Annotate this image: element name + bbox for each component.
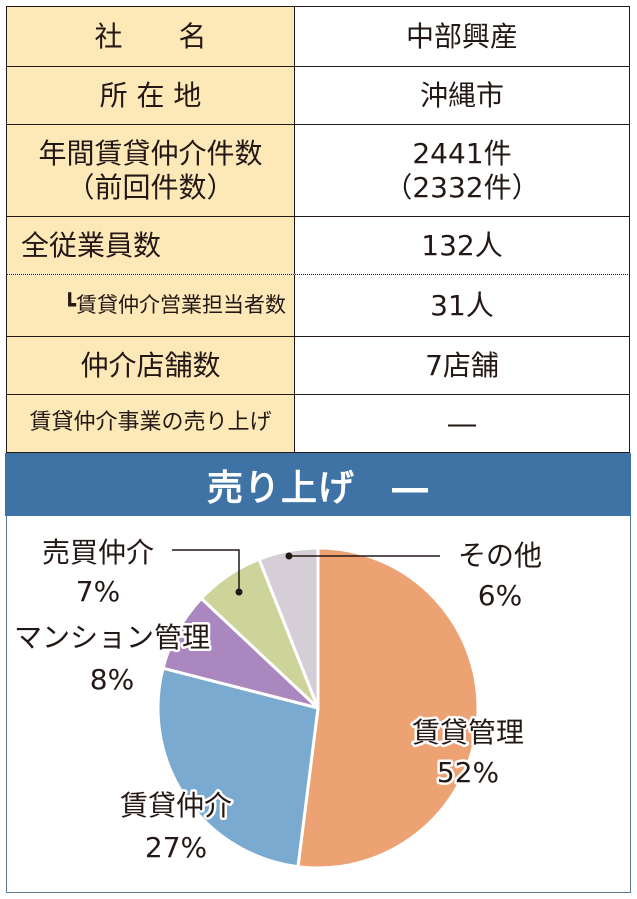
label-total-employees: 全従業員数	[7, 217, 295, 274]
slice-other	[257, 546, 320, 709]
label-sales-brokerage-name: 売買仲介	[42, 536, 154, 569]
label-rental-brokerage-pct: 27%	[145, 831, 207, 864]
value-store-count: 7店舗	[295, 337, 629, 394]
label-other-pct: 6%	[478, 579, 522, 612]
label-annual-brokerage-line1: 年間賃貸仲介件数	[38, 136, 263, 170]
value-annual-brokerage-line2: （2332件）	[384, 170, 540, 204]
sales-banner: 売り上げ ―	[5, 453, 631, 516]
label-rental-brokerage-name: 賃貸仲介	[120, 789, 232, 822]
label-other-name: その他	[458, 539, 542, 572]
label-location: 所 在 地	[7, 67, 295, 124]
leader-dot-sales-brokerage	[235, 588, 243, 596]
leader-line-sales-brokerage	[172, 549, 240, 592]
sales-banner-title: 売り上げ ―	[206, 467, 429, 509]
slice-rental-brokerage	[156, 666, 320, 869]
label-sales-brokerage-pct: 7%	[76, 575, 120, 608]
row-company-name: 社 名 中部興産	[6, 6, 630, 66]
value-annual-brokerage: 2441件 （2332件）	[295, 125, 629, 216]
label-company-name: 社 名	[7, 7, 295, 66]
label-brokerage-staff: ┗賃貸仲介営業担当者数	[7, 275, 295, 336]
leader-dot-other	[285, 552, 293, 560]
pie-slices	[156, 546, 480, 870]
row-brokerage-sales: 賃貸仲介事業の売り上げ ―	[6, 394, 630, 453]
leader-lines	[172, 549, 440, 592]
label-rental-management-name: 賃貸管理	[412, 716, 524, 749]
row-brokerage-staff: ┗賃貸仲介営業担当者数 31人	[6, 274, 630, 336]
value-brokerage-staff: 31人	[295, 275, 629, 336]
value-company-name: 中部興産	[295, 7, 629, 66]
row-store-count: 仲介店舗数 7店舗	[6, 336, 630, 394]
value-annual-brokerage-line1: 2441件	[412, 136, 512, 170]
row-total-employees: 全従業員数 132人	[6, 216, 630, 274]
label-rental-management-pct: 52%	[437, 756, 499, 789]
label-store-count: 仲介店舗数	[7, 337, 295, 394]
value-total-employees: 132人	[295, 217, 629, 274]
label-annual-brokerage: 年間賃貸仲介件数 （前回件数）	[7, 125, 295, 216]
label-condo-management-pct: 8%	[90, 663, 134, 696]
label-brokerage-sales: 賃貸仲介事業の売り上げ	[7, 395, 295, 452]
label-annual-brokerage-line2: （前回件数）	[66, 170, 235, 204]
slice-rental-management	[296, 546, 480, 870]
value-location: 沖縄市	[295, 67, 629, 124]
row-location: 所 在 地 沖縄市	[6, 66, 630, 124]
value-brokerage-sales: ―	[295, 395, 629, 452]
label-condo-management-name: マンション管理	[14, 621, 210, 654]
row-annual-brokerage: 年間賃貸仲介件数 （前回件数） 2441件 （2332件）	[6, 124, 630, 216]
